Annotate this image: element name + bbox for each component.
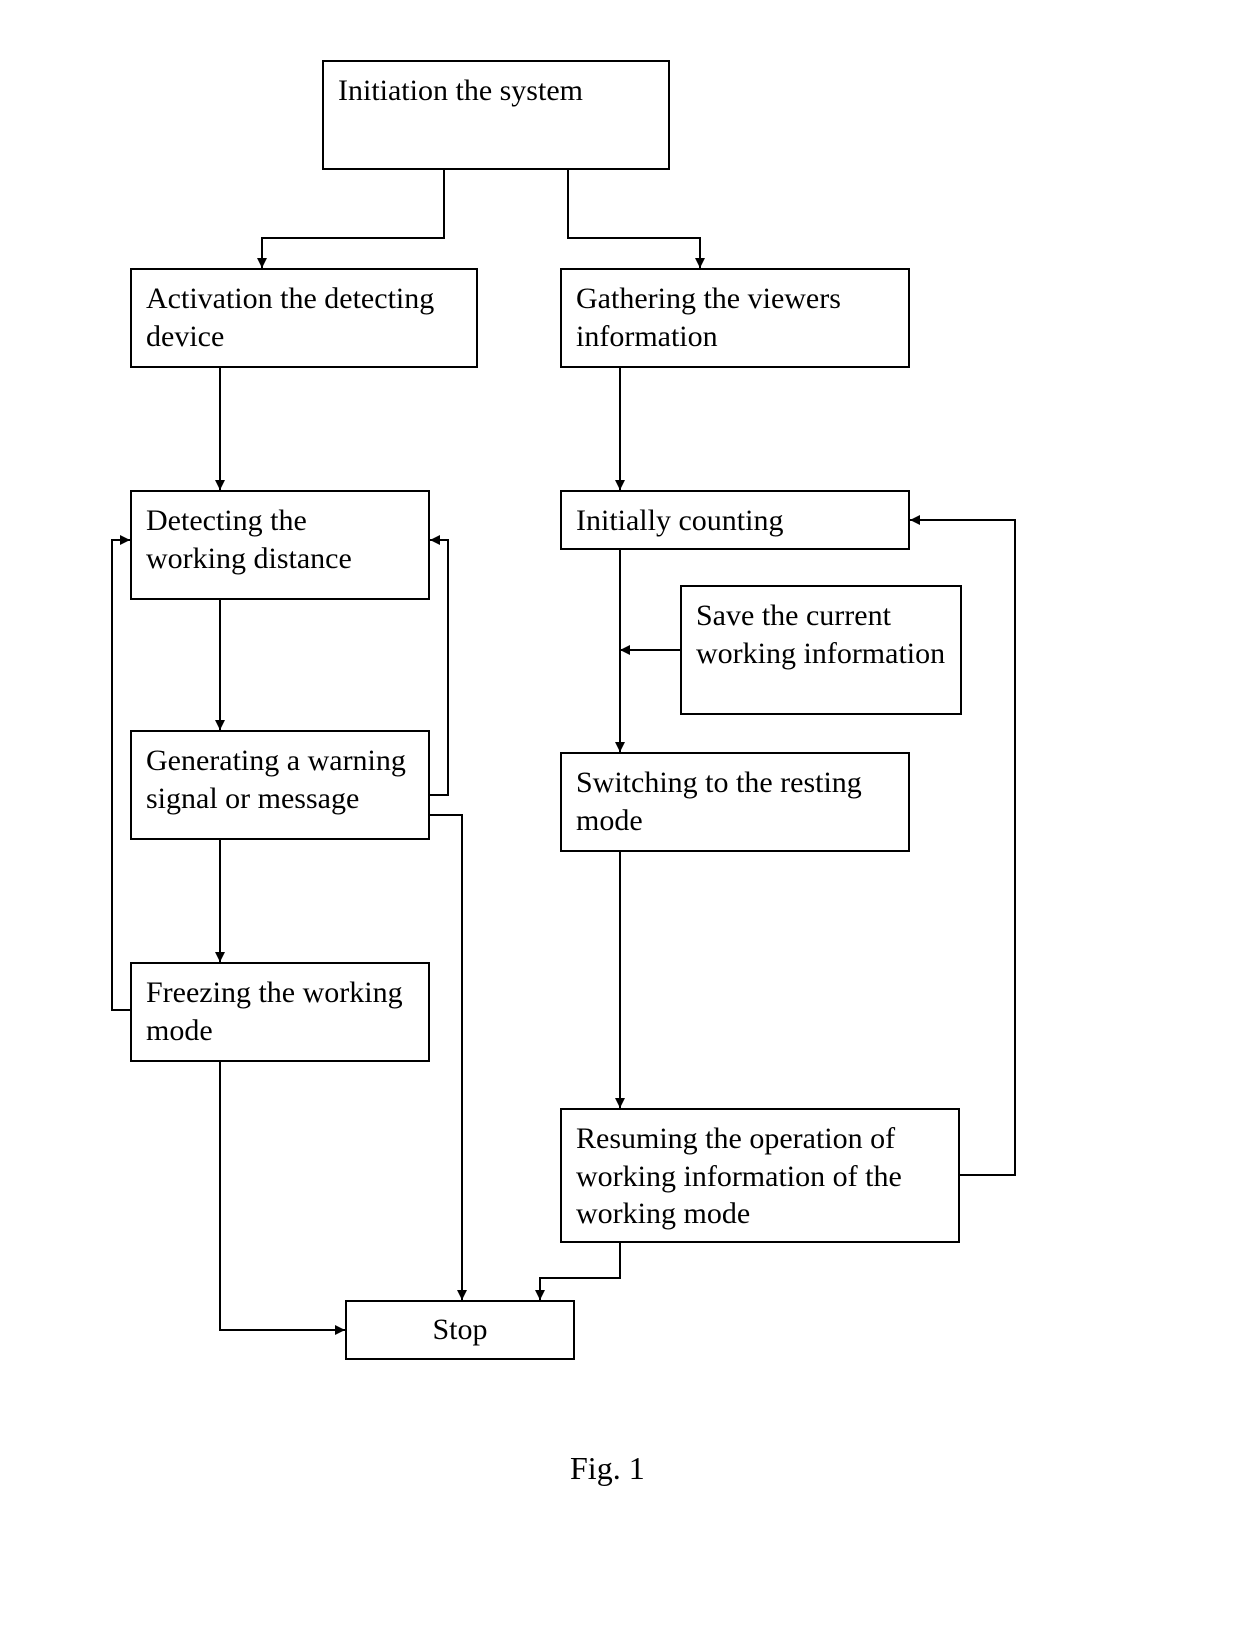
- node-activate: Activation the detecting device: [130, 268, 478, 368]
- node-freeze: Freezing the working mode: [130, 962, 430, 1062]
- edge-resume-stop: [540, 1243, 620, 1300]
- node-switchrest-label: Switching to the resting mode: [576, 764, 894, 839]
- node-saveinfo: Save the current working information: [680, 585, 962, 715]
- node-switchrest: Switching to the resting mode: [560, 752, 910, 852]
- node-gather: Gathering the viewers information: [560, 268, 910, 368]
- flowchart-canvas: Initiation the system Activation the det…: [0, 0, 1240, 1645]
- node-countinit: Initially counting: [560, 490, 910, 550]
- node-countinit-label: Initially counting: [576, 502, 783, 540]
- node-gather-label: Gathering the viewers information: [576, 280, 894, 355]
- node-resume: Resuming the operation of working inform…: [560, 1108, 960, 1243]
- figure-caption-text: Fig. 1: [570, 1450, 645, 1486]
- node-saveinfo-label: Save the current working information: [696, 597, 946, 672]
- node-stop: Stop: [345, 1300, 575, 1360]
- node-warn-label: Generating a warning signal or message: [146, 742, 414, 817]
- node-init-label: Initiation the system: [338, 72, 583, 110]
- edge-warn-stop: [430, 815, 462, 1300]
- edge-init-gather: [568, 170, 700, 268]
- figure-caption: Fig. 1: [570, 1450, 645, 1487]
- edge-freeze-stop: [220, 1062, 345, 1330]
- node-detect-label: Detecting the working distance: [146, 502, 414, 577]
- node-resume-label: Resuming the operation of working inform…: [576, 1120, 944, 1233]
- edge-warn-detect-loop: [430, 540, 448, 795]
- node-init: Initiation the system: [322, 60, 670, 170]
- edge-init-activate: [262, 170, 444, 268]
- node-activate-label: Activation the detecting device: [146, 280, 462, 355]
- node-freeze-label: Freezing the working mode: [146, 974, 414, 1049]
- node-detect: Detecting the working distance: [130, 490, 430, 600]
- edge-freeze-detect-loop: [112, 540, 130, 1010]
- node-stop-label: Stop: [432, 1311, 487, 1349]
- node-warn: Generating a warning signal or message: [130, 730, 430, 840]
